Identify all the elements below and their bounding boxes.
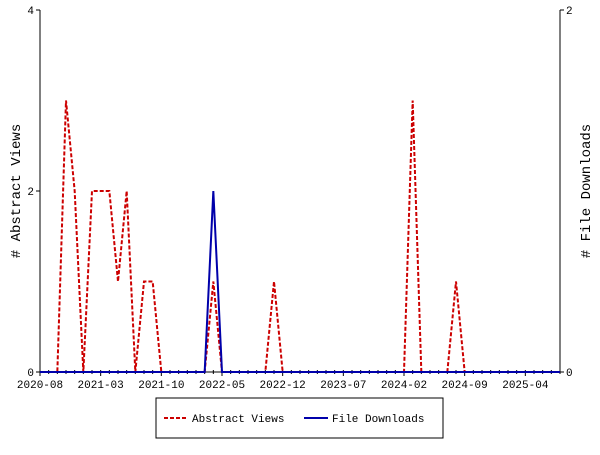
y2-tick-label: 0 xyxy=(566,368,573,380)
x-tick-label: 2024-02 xyxy=(381,380,427,392)
x-tick-label: 2024-09 xyxy=(442,380,488,392)
y2-axis-label: # File Downloads xyxy=(579,124,595,258)
x-tick-label: 2021-03 xyxy=(78,380,124,392)
x-tick-label: 2021-10 xyxy=(138,380,184,392)
y-tick-label: 4 xyxy=(27,6,34,18)
legend-label: Abstract Views xyxy=(192,414,284,426)
y-axis-label: # Abstract Views xyxy=(9,124,25,258)
legend-box xyxy=(155,397,444,439)
y2-tick-label: 2 xyxy=(566,6,573,18)
x-tick-label: 2022-05 xyxy=(199,380,245,392)
y-tick-label: 2 xyxy=(27,187,34,199)
y-tick-label: 0 xyxy=(27,368,34,380)
legend-label: File Downloads xyxy=(332,414,424,426)
x-tick-label: 2025-04 xyxy=(502,380,549,392)
series-line xyxy=(40,190,560,373)
x-tick-label: 2023-07 xyxy=(320,380,366,392)
x-tick-label: 2022-12 xyxy=(260,380,306,392)
x-tick-label: 2020-08 xyxy=(17,380,63,392)
